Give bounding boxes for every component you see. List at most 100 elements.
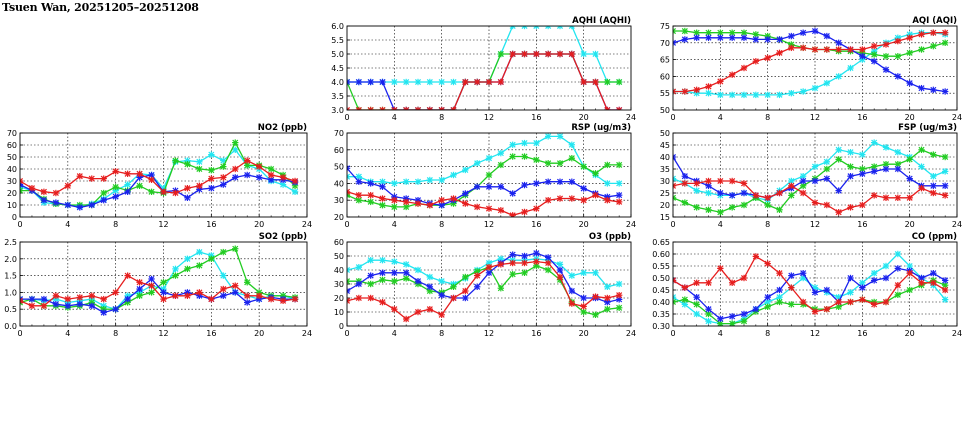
- data-point-red: [391, 197, 398, 204]
- data-point-green: [847, 163, 854, 170]
- data-point-blue: [580, 185, 587, 192]
- y-tick-label: 60: [334, 146, 344, 155]
- data-point-cyan: [568, 272, 576, 279]
- data-point-red: [136, 279, 143, 286]
- data-point-cyan: [544, 26, 552, 30]
- data-point-green: [615, 78, 623, 86]
- data-point-red: [823, 201, 831, 209]
- data-point-cyan: [438, 176, 445, 184]
- y-tick-label: 5.0: [331, 50, 344, 59]
- data-point-red: [568, 195, 576, 202]
- data-point-red: [279, 297, 287, 304]
- data-point-blue: [40, 197, 48, 204]
- data-point-blue: [788, 32, 795, 40]
- data-point-cyan: [367, 257, 374, 264]
- series-line-red: [347, 53, 620, 110]
- data-point-blue: [64, 302, 72, 310]
- y-tick-label: 30: [660, 177, 670, 186]
- x-tick-label: 24: [952, 329, 962, 338]
- data-point-blue: [728, 192, 736, 199]
- data-point-cyan: [497, 149, 505, 157]
- data-point-blue: [462, 190, 469, 197]
- data-point-cyan: [799, 88, 807, 95]
- x-tick-label: 12: [484, 329, 494, 338]
- data-point-blue: [148, 171, 155, 179]
- data-point-blue: [244, 171, 251, 179]
- data-point-blue: [882, 274, 890, 282]
- data-point-blue: [160, 289, 167, 296]
- data-point-red: [882, 298, 890, 306]
- data-point-blue: [615, 191, 623, 199]
- data-point-cyan: [811, 84, 819, 92]
- y-tick-label: 30: [334, 280, 344, 289]
- x-tick-label: 4: [392, 220, 397, 229]
- data-point-blue: [673, 153, 677, 161]
- data-point-red: [823, 306, 831, 313]
- data-point-blue: [438, 202, 445, 209]
- x-tick-label: 4: [718, 220, 723, 229]
- x-tick-label: 8: [439, 113, 444, 122]
- y-tick-label: 50: [334, 252, 344, 261]
- data-point-red: [521, 208, 528, 216]
- data-point-green: [379, 276, 386, 283]
- data-point-blue: [556, 266, 564, 274]
- data-point-red: [681, 180, 689, 187]
- data-point-blue: [835, 187, 842, 194]
- data-point-blue: [438, 292, 445, 299]
- data-point-green: [604, 161, 611, 169]
- data-point-blue: [208, 185, 215, 192]
- data-point-cyan: [705, 90, 712, 97]
- y-tick-label: 0.65: [652, 238, 670, 247]
- x-tick-label: 8: [765, 329, 770, 338]
- data-point-red: [693, 86, 700, 94]
- x-tick-label: 8: [113, 220, 118, 229]
- data-point-blue: [100, 197, 107, 204]
- data-point-red: [148, 282, 155, 289]
- y-tick-label: 1.0: [4, 288, 17, 297]
- data-point-green: [673, 298, 677, 306]
- data-point-green: [740, 201, 748, 209]
- data-point-blue: [740, 34, 748, 41]
- data-point-green: [894, 53, 902, 60]
- data-point-green: [497, 161, 505, 169]
- data-point-red: [347, 106, 351, 110]
- data-point-green: [882, 53, 890, 60]
- data-point-blue: [367, 272, 374, 279]
- data-point-blue: [882, 66, 890, 73]
- data-point-cyan: [426, 176, 434, 184]
- data-point-green: [673, 194, 677, 201]
- data-point-red: [930, 189, 937, 197]
- data-point-blue: [379, 269, 386, 276]
- data-point-green: [580, 163, 587, 170]
- chart-title: AQHI (AQHI): [572, 16, 631, 26]
- data-point-green: [681, 27, 689, 35]
- data-point-cyan: [941, 296, 949, 303]
- page-title: Tsuen Wan, 20251205–20251208: [2, 1, 199, 14]
- x-tick-label: 24: [626, 220, 636, 229]
- data-point-green: [509, 153, 516, 160]
- data-point-blue: [232, 289, 239, 296]
- data-point-red: [473, 78, 481, 86]
- data-point-red: [52, 189, 60, 197]
- data-point-cyan: [391, 258, 398, 265]
- data-point-green: [764, 201, 771, 209]
- data-point-green: [148, 289, 155, 296]
- data-point-red: [347, 188, 351, 195]
- chart-panel-co: 0.30 0.35 0.40 0.45 0.50 0.55 0.60 0.65 0 4 8 12 16 2…: [652, 232, 962, 338]
- data-point-green: [941, 153, 949, 161]
- data-point-cyan: [859, 151, 866, 158]
- data-point-red: [930, 279, 937, 286]
- data-point-green: [788, 301, 795, 308]
- plot-area: [347, 133, 623, 217]
- data-point-blue: [355, 280, 363, 288]
- data-point-red: [232, 282, 239, 289]
- data-point-cyan: [279, 181, 287, 188]
- data-point-green: [859, 165, 866, 173]
- data-point-green: [148, 188, 155, 195]
- data-point-cyan: [592, 50, 599, 58]
- data-point-cyan: [764, 91, 771, 99]
- data-point-red: [100, 175, 107, 182]
- data-point-cyan: [521, 26, 528, 30]
- y-tick-label: 5.5: [331, 36, 344, 45]
- data-point-green: [764, 303, 771, 310]
